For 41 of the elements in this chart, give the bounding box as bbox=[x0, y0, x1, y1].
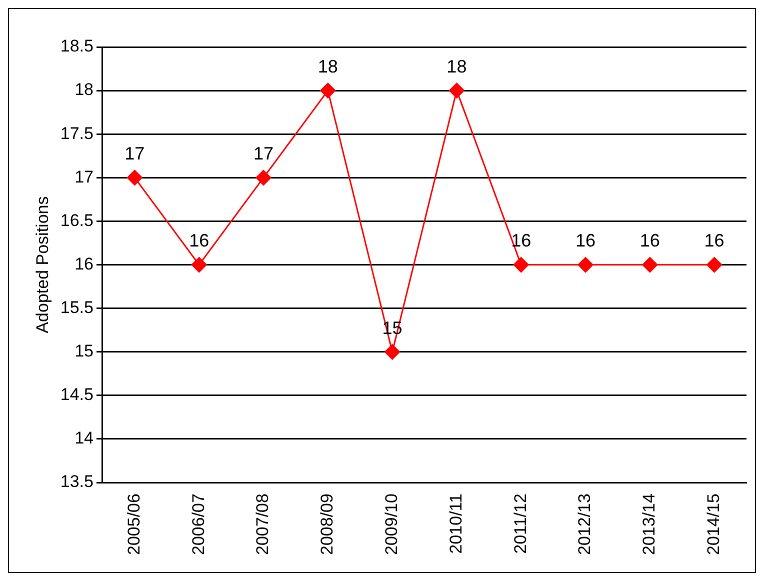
point bbox=[256, 170, 272, 186]
y-tick-label: 14 bbox=[74, 428, 94, 448]
point bbox=[126, 170, 142, 186]
y-tick-label: 15 bbox=[74, 342, 94, 361]
x-tick-label: 2009/10 bbox=[382, 494, 401, 555]
x-tick-label: 2012/13 bbox=[575, 494, 594, 555]
data-label: 16 bbox=[575, 230, 596, 251]
data-label: 18 bbox=[446, 56, 467, 77]
data-label: 17 bbox=[124, 144, 145, 164]
data-label: 16 bbox=[189, 230, 210, 251]
y-tick-label: 18 bbox=[74, 80, 94, 100]
point bbox=[642, 257, 658, 273]
data-label: 18 bbox=[318, 56, 338, 77]
y-tick-label: 16 bbox=[74, 254, 94, 274]
y-tick-label: 13.5 bbox=[60, 472, 94, 492]
y-tick-label: 17 bbox=[74, 167, 94, 186]
y-tick-label: 15.5 bbox=[60, 298, 94, 318]
data-label: 16 bbox=[704, 230, 724, 251]
point bbox=[513, 257, 529, 273]
y-tick-label: 16.5 bbox=[60, 210, 94, 230]
data-label: 16 bbox=[511, 230, 532, 251]
x-tick-label: 2010/11 bbox=[446, 494, 466, 554]
point bbox=[320, 82, 336, 98]
y-axis-title: Adopted Positions bbox=[32, 196, 52, 334]
x-tick-label: 2014/15 bbox=[704, 494, 723, 555]
data-label: 17 bbox=[253, 144, 274, 164]
x-tick-label: 2008/09 bbox=[318, 494, 337, 555]
x-tick-label: 2011/12 bbox=[510, 494, 530, 554]
point bbox=[706, 257, 722, 273]
point bbox=[384, 344, 400, 360]
x-tick-label: 2007/08 bbox=[253, 494, 272, 555]
data-label: 16 bbox=[640, 230, 660, 251]
point bbox=[578, 257, 594, 273]
y-tick-label: 14.5 bbox=[60, 385, 94, 404]
y-tick-label: 18.5 bbox=[60, 36, 94, 56]
x-tick-label: 2013/14 bbox=[640, 494, 659, 555]
point bbox=[191, 257, 207, 273]
y-tick-label: 17.5 bbox=[60, 124, 94, 143]
x-tick-label: 2005/06 bbox=[124, 494, 144, 555]
x-tick-label: 2006/07 bbox=[188, 494, 208, 555]
point bbox=[448, 82, 464, 98]
